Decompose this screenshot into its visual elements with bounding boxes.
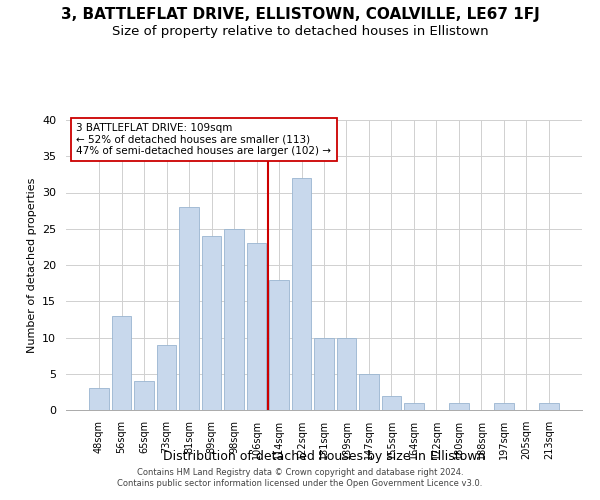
Bar [449,403,469,410]
Bar [382,396,401,410]
Y-axis label: Number of detached properties: Number of detached properties [26,178,37,352]
Bar [337,338,356,410]
Bar [112,316,131,410]
Bar [292,178,311,410]
Bar [314,338,334,410]
Bar [539,403,559,410]
Bar [202,236,221,410]
Bar [247,244,266,410]
Bar [157,345,176,410]
Bar [89,388,109,410]
Text: 3, BATTLEFLAT DRIVE, ELLISTOWN, COALVILLE, LE67 1FJ: 3, BATTLEFLAT DRIVE, ELLISTOWN, COALVILL… [61,8,539,22]
Bar [404,403,424,410]
Bar [359,374,379,410]
Text: 3 BATTLEFLAT DRIVE: 109sqm
← 52% of detached houses are smaller (113)
47% of sem: 3 BATTLEFLAT DRIVE: 109sqm ← 52% of deta… [76,123,331,156]
Text: Size of property relative to detached houses in Ellistown: Size of property relative to detached ho… [112,25,488,38]
Bar [224,229,244,410]
Bar [494,403,514,410]
Text: Distribution of detached houses by size in Ellistown: Distribution of detached houses by size … [163,450,485,463]
Bar [269,280,289,410]
Bar [179,207,199,410]
Text: Contains HM Land Registry data © Crown copyright and database right 2024.
Contai: Contains HM Land Registry data © Crown c… [118,468,482,487]
Bar [134,381,154,410]
